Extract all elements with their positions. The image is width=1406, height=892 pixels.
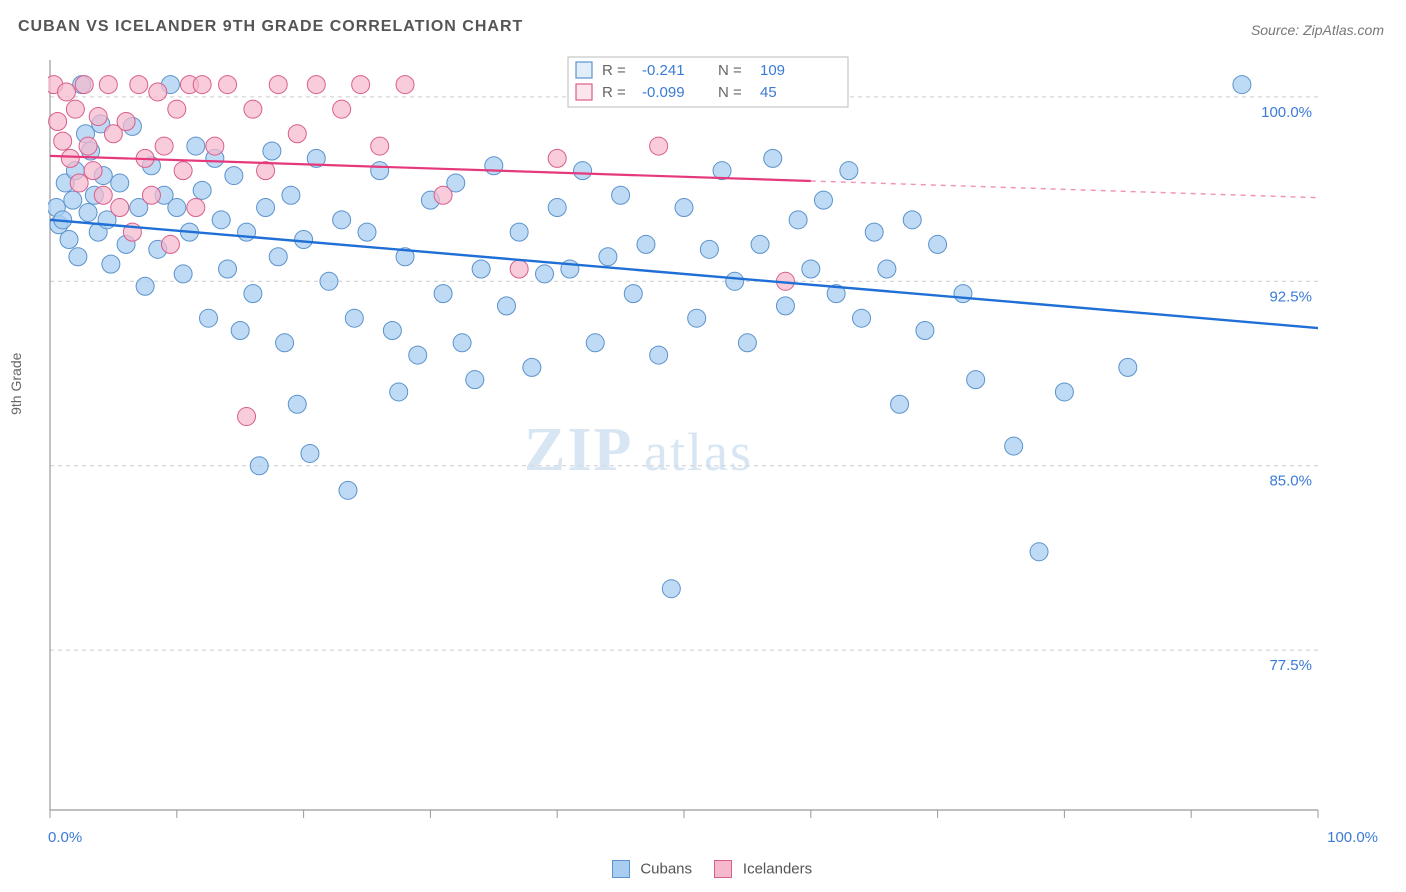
svg-text:ZIP: ZIP — [524, 416, 633, 484]
svg-text:-0.241: -0.241 — [642, 62, 685, 79]
svg-text:N =: N = — [718, 62, 742, 79]
svg-text:atlas: atlas — [644, 422, 753, 482]
legend-label-icelanders: Icelanders — [743, 860, 812, 877]
bottom-legend: Cubans Icelanders — [0, 860, 1406, 878]
svg-text:45: 45 — [760, 84, 777, 101]
svg-text:R =: R = — [602, 84, 626, 101]
y-axis-label: 9th Grade — [8, 353, 24, 415]
svg-text:77.5%: 77.5% — [1269, 657, 1312, 674]
x-axis-max-label: 100.0% — [1327, 829, 1378, 846]
chart-title: CUBAN VS ICELANDER 9TH GRADE CORRELATION… — [18, 18, 523, 36]
legend-label-cubans: Cubans — [640, 860, 692, 877]
svg-text:R =: R = — [602, 62, 626, 79]
x-axis-min-label: 0.0% — [48, 829, 82, 846]
svg-text:85.0%: 85.0% — [1269, 473, 1312, 490]
legend-swatch-cubans — [612, 860, 630, 878]
scatter-plot: 77.5% 85.0% 92.5% 100.0% ZIPatlas R = -0.241 N … — [48, 52, 1378, 826]
svg-text:N =: N = — [718, 84, 742, 101]
svg-text:100.0%: 100.0% — [1261, 104, 1312, 121]
svg-text:109: 109 — [760, 62, 785, 79]
svg-text:92.5%: 92.5% — [1269, 288, 1312, 305]
svg-text:-0.099: -0.099 — [642, 84, 685, 101]
legend-swatch-icelanders — [714, 860, 732, 878]
source-credit: Source: ZipAtlas.com — [1251, 22, 1384, 38]
